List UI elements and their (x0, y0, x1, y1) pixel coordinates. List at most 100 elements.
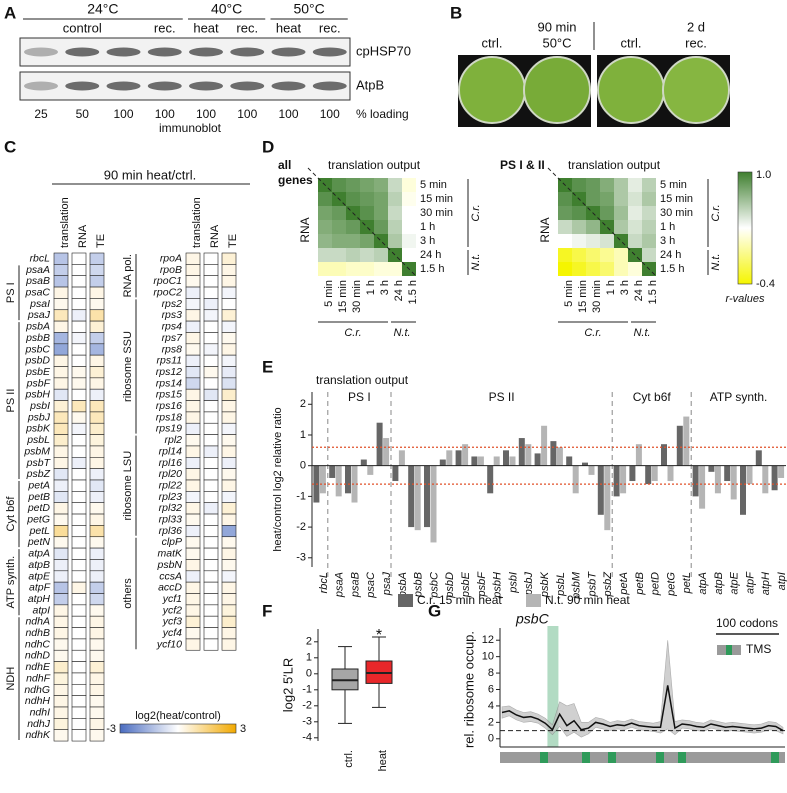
heat-cell (221, 559, 237, 572)
matrix-header: translation output (328, 158, 421, 172)
heat-cell (53, 377, 69, 390)
heat-cell (185, 491, 201, 504)
corr-cell (628, 234, 642, 248)
gene-label: matK (157, 548, 183, 560)
band (271, 47, 306, 57)
bar (582, 462, 588, 466)
heat-cell (203, 547, 219, 560)
x-tick-label: petA (618, 572, 630, 596)
corr-cell (614, 220, 628, 234)
gene-label: psbC (24, 343, 50, 355)
species-label: N.t. (710, 253, 722, 270)
species-label: N.t. (393, 327, 410, 339)
gene-label: atpB (28, 559, 50, 571)
heat-cell (203, 275, 219, 288)
corr-cell (332, 248, 346, 262)
bar (439, 459, 446, 466)
bar (471, 456, 478, 466)
corr-cell (402, 220, 416, 234)
heat-cell (185, 298, 201, 311)
heat-cell (71, 377, 87, 390)
gene-label: ndhA (25, 616, 50, 628)
heat-cell (53, 388, 69, 401)
heat-cell (89, 298, 105, 311)
heat-cell (221, 547, 237, 560)
heat-cell (53, 581, 69, 594)
species-label: C.r. (710, 204, 722, 221)
colorbar (737, 171, 753, 285)
heat-cell (221, 513, 237, 526)
bar (755, 450, 762, 466)
gene-label: psbL (26, 434, 50, 446)
band (271, 81, 306, 91)
x-tick-label: psbZ (602, 571, 614, 598)
bar (572, 465, 579, 494)
heat-cell (221, 468, 237, 481)
heat-cell (53, 320, 69, 333)
x-tick-label: psbD (444, 572, 456, 599)
gene-label: psbT (26, 457, 52, 469)
row-label: 1 h (660, 221, 675, 233)
heat-cell (203, 332, 219, 345)
heat-cell (203, 286, 219, 299)
heat-cell (203, 422, 219, 435)
x-tick-label: petG (665, 572, 677, 597)
corr-cell (318, 220, 332, 234)
heat-cell (71, 593, 87, 606)
heat-cell (185, 377, 201, 390)
panel-label: B (450, 3, 462, 22)
corr-cell (572, 178, 586, 192)
heat-cell (53, 502, 69, 515)
species-label: C.r. (584, 327, 601, 339)
heat-cell (53, 627, 69, 640)
gene-label: atpA (28, 548, 50, 560)
x-tick-label: psbF (476, 571, 488, 598)
corr-cell (572, 248, 586, 262)
gene-label: ndhK (25, 729, 51, 741)
gene-label: petD (27, 502, 51, 514)
corr-cell (318, 234, 332, 248)
group-label: others (122, 578, 134, 609)
col-label: 15 min (337, 280, 349, 313)
heat-cell (221, 298, 237, 311)
heat-cell (185, 468, 201, 481)
bar (597, 465, 604, 515)
heat-cell (221, 366, 237, 379)
corr-cell (572, 206, 586, 220)
diagonal (307, 167, 417, 277)
heat-cell (89, 536, 105, 549)
corr-cell (628, 262, 642, 276)
corr-cell (318, 206, 332, 220)
heat-cell (185, 502, 201, 515)
gene-label: ycf3 (162, 616, 182, 628)
heat-cell (221, 400, 237, 413)
corr-cell (402, 248, 416, 262)
heat-cell (203, 411, 219, 424)
gene-label: rpl23 (159, 491, 183, 503)
corr-cell (628, 178, 642, 192)
species-label: C.r. (470, 204, 482, 221)
gene-label: rpl32 (159, 502, 183, 514)
heat-cell (221, 456, 237, 469)
group-label: PS II (489, 390, 515, 404)
heat-cell (221, 422, 237, 435)
loading-value: 25 (34, 107, 48, 121)
corr-cell (600, 192, 614, 206)
bar (645, 465, 652, 485)
heat-cell (71, 400, 87, 413)
heat-cell (89, 479, 105, 492)
x-tick-label: psbL (555, 572, 567, 597)
gene-label: ndhB (25, 627, 50, 639)
bar (651, 465, 658, 482)
heat-cell (89, 593, 105, 606)
y-tick-label: 0 (306, 668, 312, 680)
protein-label: cpHSP70 (356, 43, 411, 58)
band (147, 81, 182, 91)
heat-cell (185, 332, 201, 345)
corr-cell (332, 234, 346, 248)
y-axis-label: rel. ribosome occup. (461, 631, 476, 748)
x-tick-label: psbC (428, 572, 440, 599)
legend-swatch (398, 594, 413, 607)
gene-label: rpoA (160, 252, 182, 264)
heat-cell (89, 615, 105, 628)
